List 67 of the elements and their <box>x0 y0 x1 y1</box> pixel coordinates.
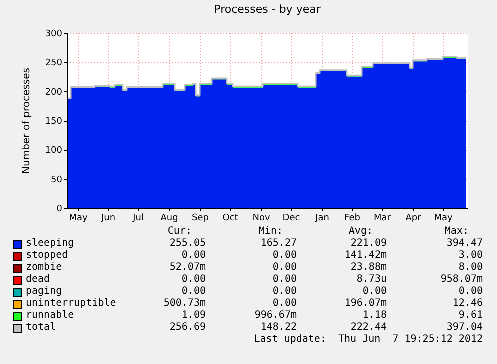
y-tick-label: 250 <box>45 58 63 69</box>
y-tick-label: 0 <box>56 204 63 214</box>
text: 500.73m <box>164 298 206 310</box>
text: 0.00 <box>458 286 483 298</box>
legend-label: runnable <box>26 310 74 322</box>
text: Avg: <box>348 226 373 238</box>
text: 165.27 <box>260 238 297 250</box>
text: 3.00 <box>458 250 483 262</box>
y-tick-label: 300 <box>45 30 63 40</box>
legend-label: dead <box>26 274 50 286</box>
text: 221.09 <box>350 238 387 250</box>
y-tick-label: 100 <box>45 146 63 156</box>
x-tick-label: May <box>69 214 88 224</box>
text: 0.00 <box>272 262 297 274</box>
text: 148.22 <box>260 322 297 334</box>
text: 0.00 <box>272 274 297 286</box>
text: 0.00 <box>272 298 297 310</box>
x-tick-label: May <box>434 214 454 224</box>
text: 0.00 <box>182 250 206 262</box>
legend-label: stopped <box>26 250 68 262</box>
text: Last update: Thu Jun 7 19:25:12 2012 <box>254 334 483 346</box>
text: 996.67m <box>254 310 297 322</box>
text: 958.07m <box>440 274 483 286</box>
legend-label: total <box>26 322 56 334</box>
text: 255.05 <box>170 238 206 250</box>
text: 256.69 <box>170 322 206 334</box>
y-tick-label: 200 <box>45 88 63 98</box>
y-tick-label: 50 <box>51 175 63 186</box>
x-tick-label: Oct <box>222 214 239 224</box>
legend-label: zombie <box>26 262 62 274</box>
text: 141.42m <box>344 250 387 262</box>
x-tick-label: Feb <box>344 214 361 224</box>
y-tick-label: 150 <box>45 117 63 127</box>
x-tick-label: Mar <box>374 214 392 224</box>
legend-label: uninterruptible <box>26 298 116 310</box>
text: 8.00 <box>458 262 483 274</box>
text: Cur: <box>168 226 192 238</box>
text: 0.00 <box>182 274 206 286</box>
text: 23.88m <box>350 262 387 274</box>
x-tick-label: Jun <box>100 214 116 224</box>
x-tick-label: Dec <box>282 214 300 224</box>
chart-title: Processes - by year <box>214 3 322 16</box>
text: sleeping <box>26 238 74 250</box>
text: 0.00 <box>362 286 387 298</box>
text: 1.09 <box>182 310 206 322</box>
y-axis-title: Number of processes <box>21 68 32 174</box>
text: 394.47 <box>446 238 483 250</box>
text: Min: <box>258 226 283 238</box>
x-tick-label: Aug <box>160 214 178 224</box>
x-tick-label: Apr <box>406 214 422 224</box>
x-tick-label: Sep <box>192 214 210 224</box>
text: 1.18 <box>362 310 387 322</box>
text: 12.46 <box>452 298 483 310</box>
text: 0.00 <box>182 286 206 298</box>
text: 0.00 <box>272 250 297 262</box>
x-tick-label: Jul <box>132 214 144 224</box>
text: Max: <box>444 226 469 238</box>
text: 8.73u <box>356 274 387 286</box>
text: 222.44 <box>350 322 387 334</box>
x-tick-label: Jan <box>314 214 330 224</box>
x-tick-label: Nov <box>252 214 271 224</box>
text: 0.00 <box>272 286 297 298</box>
text: 9.61 <box>458 310 483 322</box>
text: 196.07m <box>344 298 387 310</box>
text: 52.07m <box>170 262 206 274</box>
text: 397.04 <box>446 322 483 334</box>
legend-label: paging <box>26 286 62 298</box>
